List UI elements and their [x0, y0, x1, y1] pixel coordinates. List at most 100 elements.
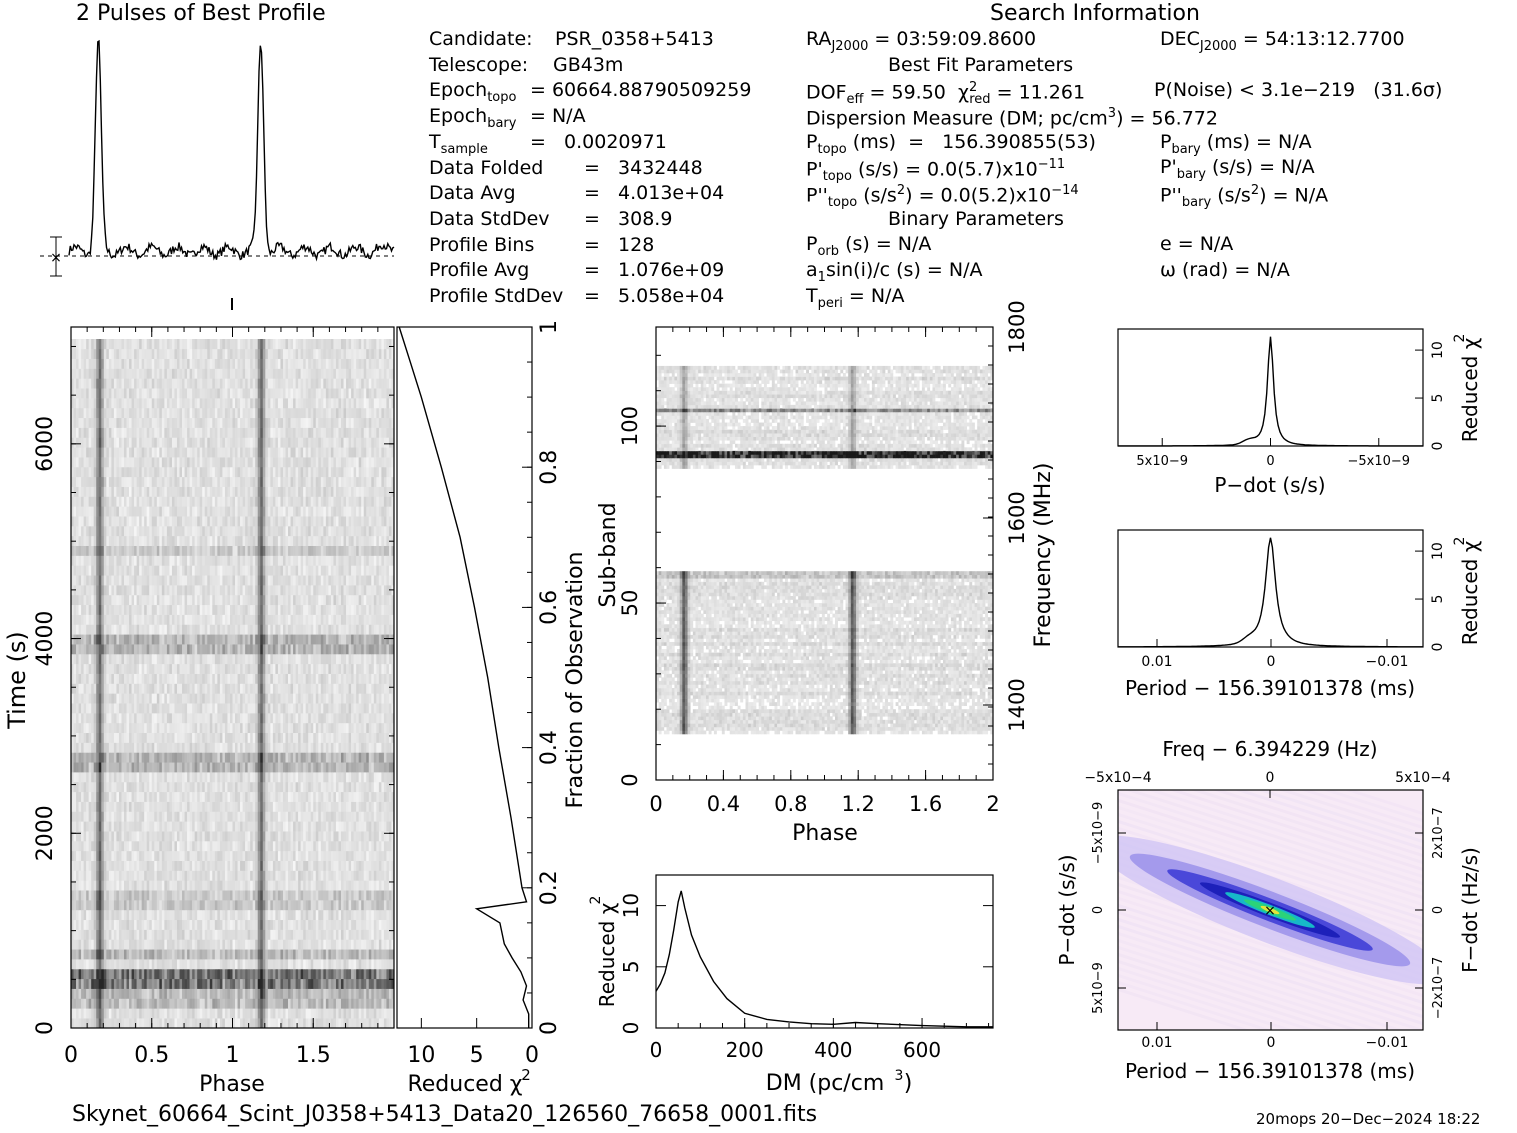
time-phase-pixel [344, 949, 347, 959]
time-phase-pixel [197, 979, 200, 989]
time-phase-pixel [182, 821, 185, 831]
time-phase-pixel [185, 910, 188, 920]
time-phase-pixel [376, 841, 379, 851]
time-phase-pixel [293, 811, 296, 821]
time-phase-pixel [225, 772, 228, 782]
time-phase-pixel [89, 772, 92, 782]
time-phase-pixel [379, 821, 382, 831]
time-phase-pixel [338, 861, 341, 871]
time-phase-pixel [205, 930, 208, 940]
time-phase-pixel [270, 802, 273, 812]
time-phase-pixel [182, 684, 185, 694]
time-phase-pixel [260, 654, 263, 664]
time-phase-pixel [328, 959, 331, 969]
time-phase-pixel [311, 939, 314, 949]
time-phase-pixel [222, 959, 225, 969]
time-phase-pixel [195, 821, 198, 831]
time-phase-pixel [376, 792, 379, 802]
time-phase-pixel [359, 979, 362, 989]
time-phase-pixel [180, 664, 183, 674]
time-phase-pixel [215, 890, 218, 900]
time-phase-pixel [326, 851, 329, 861]
time-phase-pixel [263, 880, 266, 890]
time-phase-pixel [371, 831, 374, 841]
time-phase-pixel [280, 861, 283, 871]
time-phase-pixel [308, 890, 311, 900]
time-phase-pixel [174, 821, 177, 831]
time-phase-pixel [280, 792, 283, 802]
time-phase-pixel [220, 762, 223, 772]
time-phase-pixel [296, 989, 299, 999]
time-phase-pixel [164, 762, 167, 772]
time-phase-pixel [104, 989, 107, 999]
time-phase-pixel [245, 713, 248, 723]
time-phase-pixel [210, 979, 213, 989]
time-phase-pixel [99, 831, 102, 841]
time-phase-pixel [86, 654, 89, 664]
time-phase-pixel [361, 910, 364, 920]
time-phase-pixel [298, 821, 301, 831]
time-phase-pixel [333, 782, 336, 792]
time-phase-pixel [190, 772, 193, 782]
time-phase-pixel [356, 743, 359, 753]
time-phase-pixel [386, 654, 389, 664]
time-phase-pixel [109, 782, 112, 792]
time-phase-pixel [134, 969, 137, 979]
time-phase-pixel [116, 920, 119, 930]
time-phase-pixel [157, 998, 160, 1008]
time-phase-pixel [205, 920, 208, 930]
time-phase-pixel [349, 841, 352, 851]
time-phase-pixel [101, 979, 104, 989]
time-phase-pixel [288, 811, 291, 821]
time-phase-pixel [230, 792, 233, 802]
time-phase-pixel [147, 841, 150, 851]
time-phase-pixel [265, 851, 268, 861]
time-phase-pixel [132, 1018, 135, 1028]
time-phase-pixel [238, 979, 241, 989]
time-phase-pixel [351, 664, 354, 674]
time-phase-pixel [374, 802, 377, 812]
time-phase-pixel [296, 684, 299, 694]
time-phase-pixel [313, 782, 316, 792]
time-phase-pixel [369, 674, 372, 684]
time-phase-pixel [139, 890, 142, 900]
time-phase-pixel [159, 654, 162, 664]
time-phase-pixel [270, 664, 273, 674]
time-phase-pixel [195, 693, 198, 703]
time-phase-pixel [185, 1018, 188, 1028]
time-phase-pixel [258, 762, 261, 772]
time-phase-pixel [238, 1008, 241, 1018]
time-phase-pixel [159, 841, 162, 851]
time-phase-pixel [313, 684, 316, 694]
time-phase-pixel [293, 841, 296, 851]
time-phase-pixel [197, 752, 200, 762]
time-phase-pixel [306, 861, 309, 871]
time-phase-pixel [147, 910, 150, 920]
time-phase-pixel [182, 831, 185, 841]
time-phase-pixel [301, 959, 304, 969]
time-phase-pixel [86, 782, 89, 792]
time-phase-pixel [154, 998, 157, 1008]
time-phase-pixel [326, 821, 329, 831]
time-phase-pixel [124, 644, 127, 654]
time-phase-pixel [74, 861, 77, 871]
time-phase-pixel [371, 890, 374, 900]
time-phase-pixel [91, 703, 94, 713]
time-phase-pixel [227, 841, 230, 851]
time-phase-pixel [215, 930, 218, 940]
time-phase-pixel [369, 802, 372, 812]
time-phase-pixel [76, 959, 79, 969]
time-phase-pixel [190, 684, 193, 694]
time-phase-pixel [180, 703, 183, 713]
time-phase-pixel [149, 792, 152, 802]
time-phase-pixel [195, 841, 198, 851]
time-phase-pixel [253, 772, 256, 782]
time-phase-pixel [159, 762, 162, 772]
time-phase-pixel [187, 841, 190, 851]
time-phase-pixel [250, 880, 253, 890]
time-phase-pixel [225, 752, 228, 762]
time-phase-pixel [285, 871, 288, 881]
time-phase-pixel [159, 851, 162, 861]
time-phase-pixel [283, 969, 286, 979]
time-phase-pixel [313, 979, 316, 989]
